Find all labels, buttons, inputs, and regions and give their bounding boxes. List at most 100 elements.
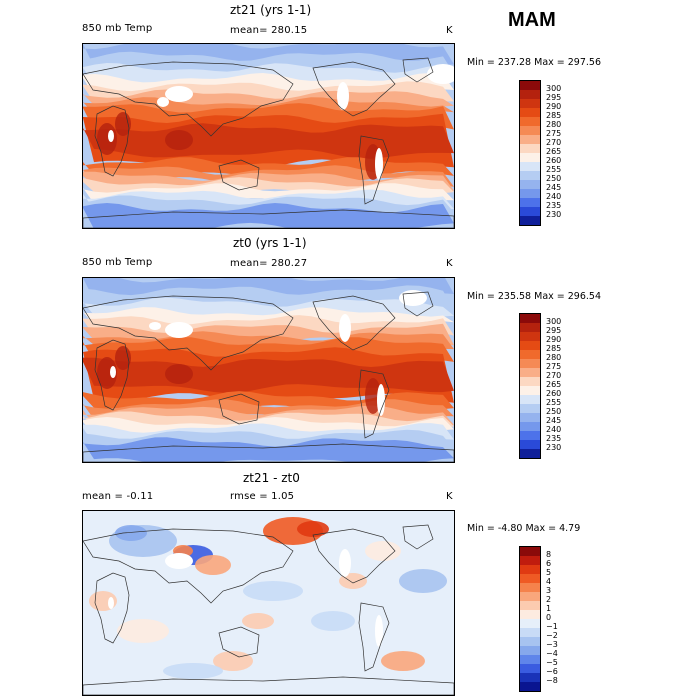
colorbar-cell <box>520 682 540 691</box>
difference-anomaly-region <box>115 525 147 541</box>
panel1-map <box>82 43 455 229</box>
panel3-colorbar <box>519 546 541 692</box>
colorbar-cell <box>520 619 540 628</box>
difference-anomaly-region <box>297 521 329 537</box>
colorbar-cell <box>520 395 540 404</box>
colorbar-tick-label: 285 <box>546 111 562 120</box>
colorbar-cell <box>520 314 540 323</box>
panel3-map-svg <box>83 511 454 695</box>
coastline <box>83 295 294 371</box>
colorbar-tick-label: −1 <box>546 622 558 631</box>
coastline <box>83 443 454 462</box>
masked-terrain-region <box>337 82 349 110</box>
colorbar-cell <box>520 422 540 431</box>
colorbar-cell <box>520 198 540 207</box>
colorbar-cell <box>520 189 540 198</box>
colorbar-tick-label: 230 <box>546 210 562 219</box>
season-label: MAM <box>508 9 556 31</box>
colorbar-cell <box>520 377 540 386</box>
masked-terrain-region <box>165 553 193 569</box>
panel2-mean: mean= 280.27 <box>230 258 308 269</box>
masked-terrain-region <box>110 366 116 378</box>
colorbar-tick-label: 235 <box>546 434 562 443</box>
coastline <box>358 369 390 439</box>
temperature-contour-band <box>83 183 454 205</box>
colorbar-cell <box>520 574 540 583</box>
colorbar-tick-label: 260 <box>546 389 562 398</box>
masked-terrain-region <box>108 130 114 142</box>
coastline <box>402 524 434 550</box>
colorbar-cell <box>520 135 540 144</box>
panel3-minmax: Min = -4.80 Max = 4.79 <box>467 523 581 534</box>
colorbar-cell <box>520 144 540 153</box>
colorbar-cell <box>520 440 540 449</box>
panel2-colorbar <box>519 313 541 459</box>
colorbar-cell <box>520 81 540 90</box>
colorbar-cell <box>520 601 540 610</box>
panel1-variable: 850 mb Temp <box>82 23 153 34</box>
colorbar-cell <box>520 431 540 440</box>
colorbar-cell <box>520 673 540 682</box>
temperature-contour-band <box>83 437 454 462</box>
masked-terrain-region <box>427 64 454 84</box>
colorbar-cell <box>520 162 540 171</box>
colorbar-cell <box>520 583 540 592</box>
colorbar-cell <box>520 547 540 556</box>
colorbar-tick-label: 240 <box>546 425 562 434</box>
colorbar-cell <box>520 610 540 619</box>
colorbar-tick-label: −3 <box>546 640 558 649</box>
colorbar-cell <box>520 449 540 458</box>
colorbar-tick-label: 6 <box>546 559 552 568</box>
difference-anomaly-region <box>365 541 401 561</box>
colorbar-cell <box>520 207 540 216</box>
colorbar-cell <box>520 171 540 180</box>
colorbar-tick-label: 265 <box>546 380 562 389</box>
difference-anomaly-region <box>339 573 367 589</box>
coastline <box>94 339 130 411</box>
colorbar-cell <box>520 90 540 99</box>
colorbar-tick-label: −8 <box>546 676 558 685</box>
difference-anomaly-region <box>243 581 303 601</box>
colorbar-tick-label: 3 <box>546 586 552 595</box>
panel3-rmse: rmse = 1.05 <box>230 491 295 502</box>
colorbar-cell <box>520 108 540 117</box>
colorbar-tick-label: −6 <box>546 667 558 676</box>
panel2-title: zt0 (yrs 1-1) <box>233 236 307 250</box>
coastline <box>83 676 454 695</box>
colorbar-cell <box>520 646 540 655</box>
difference-anomaly-region <box>163 663 223 679</box>
colorbar-tick-label: 275 <box>546 362 562 371</box>
colorbar-cell <box>520 592 540 601</box>
panel1-units: K <box>446 25 453 36</box>
colorbar-cell <box>520 368 540 377</box>
coastline <box>312 61 396 117</box>
colorbar-cell <box>520 153 540 162</box>
colorbar-tick-label: 1 <box>546 604 552 613</box>
colorbar-tick-label: 250 <box>546 407 562 416</box>
coastline <box>83 209 454 228</box>
colorbar-cell <box>520 655 540 664</box>
coastline <box>312 295 396 351</box>
difference-anomaly-region <box>311 611 355 631</box>
masked-terrain-region <box>339 549 351 577</box>
colorbar-tick-label: 285 <box>546 344 562 353</box>
temperature-contour-band <box>83 44 454 67</box>
colorbar-cell <box>520 99 540 108</box>
temperature-contour-band <box>83 405 454 427</box>
colorbar-tick-label: 300 <box>546 84 562 93</box>
colorbar-tick-label: 295 <box>546 93 562 102</box>
warm-anomaly-region <box>365 378 381 414</box>
colorbar-tick-label: 280 <box>546 120 562 129</box>
colorbar-tick-label: 0 <box>546 613 552 622</box>
coastline <box>402 291 434 317</box>
masked-terrain-region <box>165 322 193 338</box>
colorbar-tick-label: 265 <box>546 147 562 156</box>
panel1-minmax: Min = 237.28 Max = 297.56 <box>467 57 601 68</box>
panel1-mean: mean= 280.15 <box>230 25 308 36</box>
coastline <box>83 528 294 604</box>
difference-anomaly-region <box>117 619 169 643</box>
panel2-map <box>82 277 455 463</box>
warm-anomaly-region <box>165 130 193 150</box>
colorbar-cell <box>520 332 540 341</box>
colorbar-cell <box>520 386 540 395</box>
